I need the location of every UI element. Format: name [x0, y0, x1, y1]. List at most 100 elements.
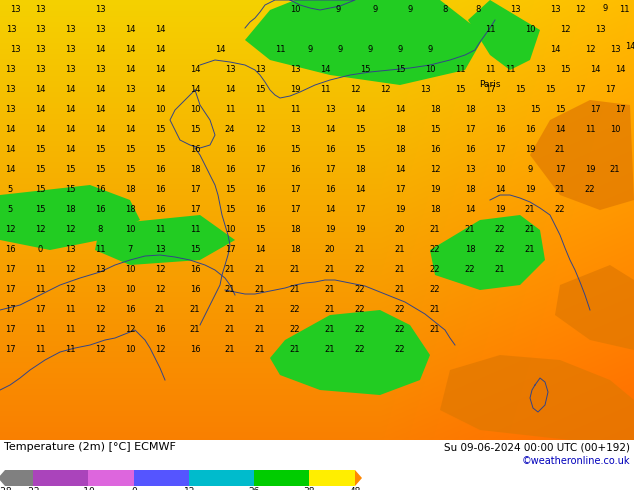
Text: 14: 14 [624, 42, 634, 51]
Text: 11: 11 [619, 5, 630, 14]
Text: 21: 21 [290, 345, 301, 354]
Polygon shape [440, 355, 634, 440]
Text: 11: 11 [190, 225, 200, 234]
Text: 18: 18 [290, 245, 301, 254]
Text: 17: 17 [615, 105, 625, 114]
Text: 15: 15 [190, 245, 200, 254]
Text: 21: 21 [255, 285, 265, 294]
Text: 11: 11 [65, 305, 75, 314]
Text: 21: 21 [430, 225, 440, 234]
Text: 12: 12 [4, 225, 15, 234]
Text: 10: 10 [190, 105, 200, 114]
Text: 18: 18 [465, 185, 476, 194]
Text: 18: 18 [395, 125, 405, 134]
Text: 10: 10 [290, 5, 301, 14]
Text: 15: 15 [560, 65, 570, 74]
Text: 21: 21 [190, 325, 200, 334]
Text: 22: 22 [355, 305, 365, 314]
Text: 19: 19 [525, 145, 535, 154]
Polygon shape [95, 215, 235, 265]
Text: 17: 17 [4, 285, 15, 294]
Text: 17: 17 [35, 305, 45, 314]
Text: 0: 0 [37, 245, 42, 254]
Text: 14: 14 [155, 25, 165, 34]
Text: 15: 15 [65, 185, 75, 194]
Text: 10: 10 [495, 165, 505, 174]
Text: 16: 16 [4, 245, 15, 254]
Text: 14: 14 [215, 45, 225, 54]
Text: 16: 16 [325, 145, 335, 154]
Text: 11: 11 [485, 25, 495, 34]
Text: 21: 21 [525, 205, 535, 214]
Text: 13: 13 [534, 65, 545, 74]
Text: 15: 15 [65, 165, 75, 174]
Text: 14: 14 [325, 125, 335, 134]
Bar [189, 470, 254, 486]
Text: 21: 21 [610, 165, 620, 174]
Text: 12: 12 [94, 325, 105, 334]
Text: 21: 21 [555, 185, 566, 194]
Text: 11: 11 [224, 105, 235, 114]
Text: 21: 21 [224, 305, 235, 314]
Text: 17: 17 [484, 85, 495, 94]
Text: 13: 13 [35, 45, 45, 54]
Text: 21: 21 [325, 345, 335, 354]
Bar [309, 470, 355, 486]
Text: 21: 21 [525, 225, 535, 234]
Text: 21: 21 [155, 305, 165, 314]
Text: 21: 21 [325, 305, 335, 314]
Text: 15: 15 [190, 125, 200, 134]
Text: 16: 16 [255, 145, 265, 154]
Text: 21: 21 [290, 285, 301, 294]
Text: 18: 18 [125, 205, 135, 214]
Text: 5: 5 [8, 185, 13, 194]
Text: 16: 16 [155, 205, 165, 214]
Text: 17: 17 [290, 205, 301, 214]
Text: Temperature (2m) [°C] ECMWF: Temperature (2m) [°C] ECMWF [4, 442, 176, 452]
Text: 10: 10 [125, 345, 135, 354]
Text: -22: -22 [25, 487, 40, 490]
Text: 11: 11 [35, 285, 45, 294]
Text: 12: 12 [94, 305, 105, 314]
Text: 21: 21 [255, 345, 265, 354]
Polygon shape [355, 470, 362, 486]
Text: 15: 15 [355, 145, 365, 154]
Text: 15: 15 [224, 185, 235, 194]
Text: 14: 14 [395, 105, 405, 114]
Text: 10: 10 [610, 125, 620, 134]
Text: 15: 15 [545, 85, 555, 94]
Text: 16: 16 [190, 145, 200, 154]
Text: 11: 11 [485, 65, 495, 74]
Text: 13: 13 [155, 245, 165, 254]
Text: 13: 13 [420, 85, 430, 94]
Text: 12: 12 [65, 285, 75, 294]
Text: 9: 9 [335, 5, 340, 14]
Text: 21: 21 [465, 225, 476, 234]
Text: 16: 16 [94, 185, 105, 194]
Text: 16: 16 [465, 145, 476, 154]
Text: 21: 21 [395, 245, 405, 254]
Text: 14: 14 [155, 65, 165, 74]
Text: 14: 14 [94, 125, 105, 134]
Text: 21: 21 [290, 265, 301, 274]
Text: 14: 14 [4, 145, 15, 154]
Text: 15: 15 [35, 165, 45, 174]
Text: 12: 12 [575, 5, 585, 14]
Text: 13: 13 [65, 45, 75, 54]
Text: 5: 5 [8, 205, 13, 214]
Text: 15: 15 [355, 125, 365, 134]
Bar [134, 470, 189, 486]
Text: 17: 17 [395, 185, 405, 194]
Text: 15: 15 [455, 85, 465, 94]
Text: 15: 15 [35, 205, 45, 214]
Text: 22: 22 [395, 305, 405, 314]
Text: 16: 16 [224, 145, 235, 154]
Text: 22: 22 [430, 285, 440, 294]
Text: 0: 0 [131, 487, 137, 490]
Text: 13: 13 [290, 65, 301, 74]
Text: 17: 17 [495, 145, 505, 154]
Text: 16: 16 [525, 125, 535, 134]
Text: 19: 19 [495, 205, 505, 214]
Text: 18: 18 [430, 205, 440, 214]
Text: 13: 13 [94, 25, 105, 34]
